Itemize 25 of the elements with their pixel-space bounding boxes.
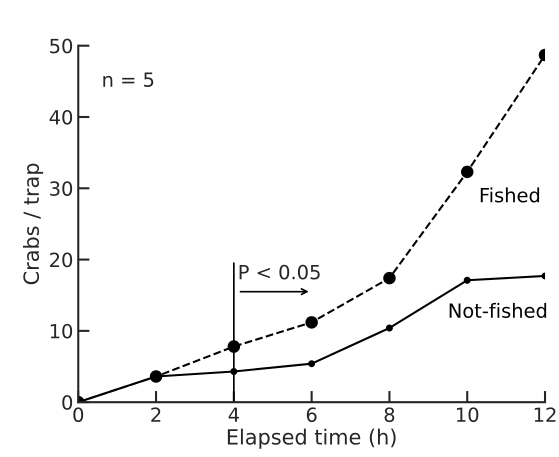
y-tick-label: 50 — [50, 38, 72, 54]
x-tick-label: 8 — [384, 407, 394, 422]
x-tick-label: 6 — [306, 407, 317, 422]
point — [308, 360, 316, 368]
x-axis-title: Elapsed time (h) — [228, 428, 396, 449]
point — [386, 324, 393, 332]
y-tick-label: 30 — [50, 181, 72, 196]
y-axis-title: Crabs / trap — [22, 164, 44, 284]
ref-line-label: P < 0.05 — [240, 264, 320, 280]
series-label: Fished — [480, 187, 540, 202]
point — [383, 272, 396, 284]
x-tick-label: 0 — [73, 407, 84, 422]
x-tick-label: 10 — [456, 407, 478, 422]
point — [305, 316, 318, 329]
point — [460, 166, 474, 178]
y-tick-label: 10 — [50, 324, 72, 339]
point — [464, 276, 471, 284]
x-tick-label: 12 — [534, 407, 556, 422]
x-tick-label: 2 — [151, 407, 160, 422]
x-tick-label: 4 — [228, 408, 239, 422]
y-tick-label: 20 — [50, 252, 72, 268]
y-tick-label: 40 — [50, 110, 72, 125]
annotation: n = 5 — [103, 72, 154, 87]
y-tick-label: 0 — [62, 395, 72, 410]
series-label: Not-fished — [450, 302, 546, 318]
